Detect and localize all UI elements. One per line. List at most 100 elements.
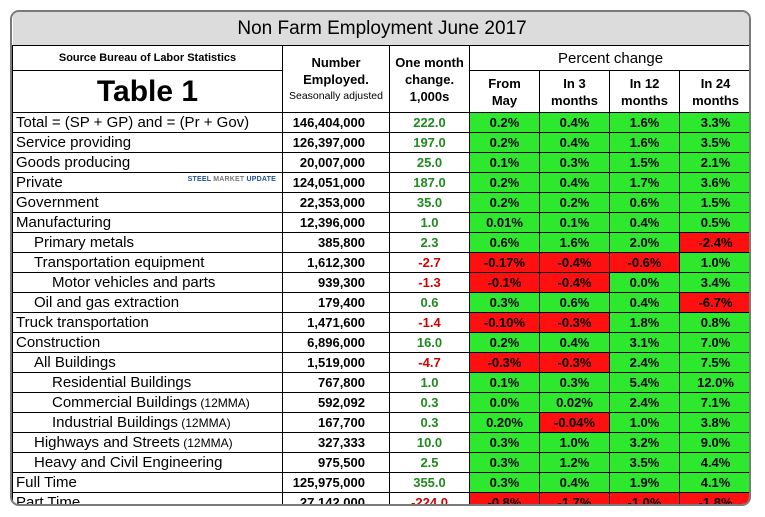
table-row: Service providing 126,397,000 197.0 0.2% 0.4… <box>12 132 749 153</box>
percent-change-m12: 1.8% <box>609 312 680 333</box>
percent-change-from-may: -0.1% <box>469 272 540 293</box>
percent-change-m3: 0.3% <box>539 152 610 173</box>
row-label: Manufacturing <box>12 212 283 233</box>
table-row: Primary metals 385,800 2.3 0.6% 1.6% 2.0% -2.4… <box>12 232 749 253</box>
table-row: Residential Buildings 767,800 1.0 0.1% 0.3% 5… <box>12 372 749 393</box>
percent-change-from-may: 0.3% <box>469 432 540 453</box>
one-month-change-value: 0.6 <box>389 292 470 313</box>
row-label: Construction <box>12 332 283 353</box>
percent-change-from-may: 0.1% <box>469 372 540 393</box>
percent-change-m3: -0.04% <box>539 412 610 433</box>
percent-change-m3: 0.4% <box>539 472 610 493</box>
row-label: Highways and Streets (12MMA) <box>12 432 283 453</box>
employed-value: 592,092 <box>282 392 390 413</box>
percent-change-m12: 1.7% <box>609 172 680 193</box>
percent-change-from-may: 0.01% <box>469 212 540 233</box>
row-label: Full Time <box>12 472 283 493</box>
row-label: Private STEEL MARKET UPDATE <box>12 172 283 193</box>
table-label: Table 1 <box>12 70 283 113</box>
employed-value: 20,007,000 <box>282 152 390 173</box>
percent-change-from-may: 0.3% <box>469 472 540 493</box>
employed-value: 1,471,600 <box>282 312 390 333</box>
row-label: Industrial Buildings (12MMA) <box>12 412 283 433</box>
percent-change-m24: 7.1% <box>678 392 749 413</box>
percent-change-m24: 4.1% <box>678 472 749 493</box>
percent-change-m12: 3.2% <box>609 432 680 453</box>
percent-change-m12: 2.4% <box>609 352 680 373</box>
one-month-change-value: 197.0 <box>389 132 470 153</box>
row-label: Truck transportation <box>12 312 283 333</box>
table-row: Truck transportation 1,471,600 -1.4 -0.10% -… <box>12 312 749 333</box>
one-month-change-value: 16.0 <box>389 332 470 353</box>
employed-value: 167,700 <box>282 412 390 433</box>
percent-change-from-may: -0.8% <box>469 492 540 504</box>
row-label: Commercial Buildings (12MMA) <box>12 392 283 413</box>
row-label: Service providing <box>12 132 283 153</box>
table-row: Industrial Buildings (12MMA) 167,700 0.3 0.… <box>12 412 749 433</box>
table-title: Non Farm Employment June 2017 <box>12 12 749 46</box>
percent-change-m24: 3.3% <box>678 112 749 133</box>
percent-change-m12: 3.1% <box>609 332 680 353</box>
table-row: Construction 6,896,000 16.0 0.2% 0.4% 3.1% 7.0… <box>12 332 749 353</box>
percent-change-from-may: 0.2% <box>469 132 540 153</box>
table-row: Total = (SP + GP) and = (Pr + Gov) 146,40… <box>12 112 749 133</box>
percent-change-m24: 7.5% <box>678 352 749 373</box>
employed-value: 327,333 <box>282 432 390 453</box>
percent-change-from-may: -0.3% <box>469 352 540 373</box>
one-month-change-value: 2.5 <box>389 452 470 473</box>
employed-value: 12,396,000 <box>282 212 390 233</box>
source-note: Source Bureau of Labor Statistics <box>12 45 283 71</box>
table-row: All Buildings 1,519,000 -4.7 -0.3% -0.3% 2.4%… <box>12 352 749 373</box>
row-label: Total = (SP + GP) and = (Pr + Gov) <box>12 112 283 133</box>
percent-change-m24: 1.5% <box>678 192 749 213</box>
percent-change-from-may: 0.6% <box>469 232 540 253</box>
employed-value: 767,800 <box>282 372 390 393</box>
percent-change-m24: -6.7% <box>678 292 749 313</box>
steel-market-update-logo: STEEL MARKET UPDATE <box>187 176 276 183</box>
employed-value: 975,500 <box>282 452 390 473</box>
percent-change-m12: 0.0% <box>609 272 680 293</box>
percent-change-from-may: 0.1% <box>469 152 540 173</box>
row-label: Government <box>12 192 283 213</box>
percent-change-m24: 0.5% <box>678 212 749 233</box>
row-label: Goods producing <box>12 152 283 173</box>
percent-change-m24: 3.4% <box>678 272 749 293</box>
one-month-change-value: 10.0 <box>389 432 470 453</box>
percent-change-m12: 1.0% <box>609 412 680 433</box>
table-row: Manufacturing 12,396,000 1.0 0.01% 0.1% 0.4% 0… <box>12 212 749 233</box>
table-row: Highways and Streets (12MMA) 327,333 10.0 0… <box>12 432 749 453</box>
employed-value: 1,612,300 <box>282 252 390 273</box>
percent-change-m24: 9.0% <box>678 432 749 453</box>
row-label: Residential Buildings <box>12 372 283 393</box>
percent-change-m12: 1.9% <box>609 472 680 493</box>
percent-change-m24: 3.6% <box>678 172 749 193</box>
row-label: Oil and gas extraction <box>12 292 283 313</box>
three-month-header: In 3 months <box>539 70 610 113</box>
percent-change-from-may: 0.2% <box>469 172 540 193</box>
percent-change-from-may: 0.2% <box>469 332 540 353</box>
table-row: Heavy and Civil Engineering 975,500 2.5 0.3… <box>12 452 749 473</box>
table-row: Goods producing 20,007,000 25.0 0.1% 0.3% 1.5… <box>12 152 749 173</box>
percent-change-from-may: 0.0% <box>469 392 540 413</box>
one-month-change-value: 35.0 <box>389 192 470 213</box>
employed-value: 146,404,000 <box>282 112 390 133</box>
percent-change-from-may: -0.17% <box>469 252 540 273</box>
twelve-month-header: In 12 months <box>609 70 680 113</box>
percent-change-m24: 3.8% <box>678 412 749 433</box>
percent-change-m12: 5.4% <box>609 372 680 393</box>
employed-value: 124,051,000 <box>282 172 390 193</box>
percent-change-m12: 2.4% <box>609 392 680 413</box>
employed-value: 27,142,000 <box>282 492 390 504</box>
one-month-change-value: 2.3 <box>389 232 470 253</box>
percent-change-m3: 0.4% <box>539 132 610 153</box>
percent-change-m24: -1.8% <box>678 492 749 504</box>
percent-change-m24: 0.8% <box>678 312 749 333</box>
table-row: Private STEEL MARKET UPDATE 124,051,000 187… <box>12 172 749 193</box>
employed-value: 22,353,000 <box>282 192 390 213</box>
one-month-change-value: 222.0 <box>389 112 470 133</box>
percent-change-m3: 0.3% <box>539 372 610 393</box>
percent-change-m24: 1.0% <box>678 252 749 273</box>
percent-change-m24: 2.1% <box>678 152 749 173</box>
one-month-change-value: -4.7 <box>389 352 470 373</box>
number-employed-header: Number Employed. Seasonally adjusted <box>282 45 390 113</box>
